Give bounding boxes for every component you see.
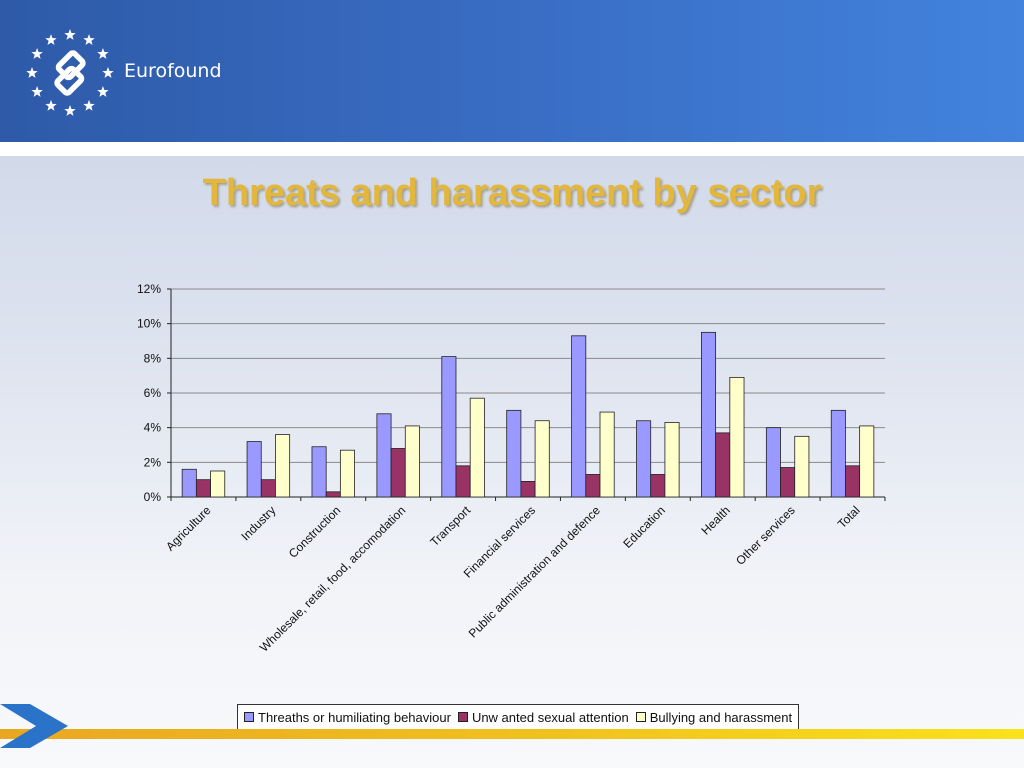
- bar: [765, 427, 781, 498]
- bar: [794, 435, 810, 498]
- bar: [664, 422, 680, 498]
- legend-swatch: [457, 712, 468, 722]
- bar-chart: 0% 2% 4% 6% 8% 10% 12% Agriculture Industry Const…: [137, 282, 886, 655]
- bar: [701, 331, 717, 498]
- bar: [275, 434, 291, 498]
- y-tick-label: 12%: [137, 282, 161, 296]
- logo-star-icon: [26, 67, 38, 78]
- bar: [571, 335, 587, 498]
- chart-title: Threats and harassment by sector: [202, 172, 822, 214]
- logo-star-icon: [83, 34, 95, 45]
- logo-star-icon: [31, 86, 43, 97]
- brand-name: Eurofound: [124, 60, 222, 82]
- bar: [506, 409, 522, 498]
- logo-star-icon: [97, 86, 109, 97]
- legend-item: Threaths or humiliating behaviour: [244, 710, 451, 725]
- bar: [636, 420, 652, 498]
- x-tick-label: Wholesale, retail, food, accomodation: [257, 503, 408, 654]
- arrow-right-icon: [0, 704, 68, 748]
- x-tick-label: Education: [620, 503, 668, 551]
- bar: [246, 441, 262, 498]
- x-tick-label: Health: [698, 503, 732, 537]
- y-tick-label: 6%: [144, 386, 162, 400]
- bar: [311, 446, 327, 498]
- bar: [260, 479, 276, 498]
- y-tick-label: 2%: [144, 455, 162, 469]
- bar: [376, 413, 392, 498]
- bar: [859, 425, 875, 498]
- legend-item: Unw anted sexual attention: [457, 709, 629, 725]
- logo-star-icon: [45, 99, 57, 111]
- bar: [181, 468, 197, 498]
- logo-star-icon: [97, 48, 109, 59]
- eurofound-logo-icon: [26, 29, 114, 116]
- bar: [195, 479, 211, 498]
- bar: [520, 480, 536, 498]
- bar: [650, 474, 666, 498]
- legend-label: Threaths or humiliating behaviour: [258, 709, 451, 725]
- logo-star-icon: [31, 48, 43, 59]
- x-tick-label: Transport: [427, 503, 473, 549]
- bar: [441, 356, 457, 498]
- x-tick-label: Industry: [238, 503, 278, 543]
- legend-label: Unw anted sexual attention: [471, 709, 629, 725]
- header-divider: [0, 142, 1024, 156]
- bar: [390, 448, 406, 498]
- y-tick-label: 0%: [144, 490, 162, 504]
- legend-item: Bullying and harassment: [635, 709, 793, 725]
- bar: [455, 465, 471, 498]
- logo-star-icon: [102, 67, 114, 78]
- bar: [715, 432, 731, 498]
- bar: [404, 425, 420, 498]
- bar: [845, 465, 861, 498]
- bar: [729, 377, 745, 498]
- x-tick-label: Agriculture: [163, 503, 214, 554]
- legend-swatch: [635, 712, 646, 722]
- header-banner: Eurofound: [0, 0, 1024, 142]
- logo-star-icon: [83, 99, 95, 111]
- y-tick-label: 10%: [137, 317, 161, 331]
- bar: [534, 420, 550, 498]
- y-tick-label: 8%: [144, 351, 162, 365]
- x-tick-label: Public administration and defence: [466, 503, 603, 640]
- legend-label: Bullying and harassment: [649, 709, 793, 725]
- bar: [780, 467, 796, 498]
- bar: [585, 474, 601, 498]
- chart-legend: Threaths or humiliating behaviour Unw ant…: [237, 704, 800, 730]
- bar: [339, 449, 355, 498]
- bar: [325, 491, 341, 498]
- x-tick-label: Total: [835, 503, 863, 531]
- legend-swatch: [244, 712, 254, 722]
- footer-band: [0, 729, 1024, 739]
- x-tick-label: Construction: [286, 503, 344, 561]
- bar: [830, 409, 846, 498]
- bar: [210, 470, 226, 498]
- logo-star-icon: [64, 29, 76, 40]
- logo-star-icon: [64, 105, 76, 116]
- y-tick-label: 4%: [144, 421, 162, 435]
- x-tick-label: Other services: [733, 503, 798, 568]
- bar: [469, 397, 485, 498]
- logo-star-icon: [45, 34, 57, 45]
- bar: [599, 411, 615, 498]
